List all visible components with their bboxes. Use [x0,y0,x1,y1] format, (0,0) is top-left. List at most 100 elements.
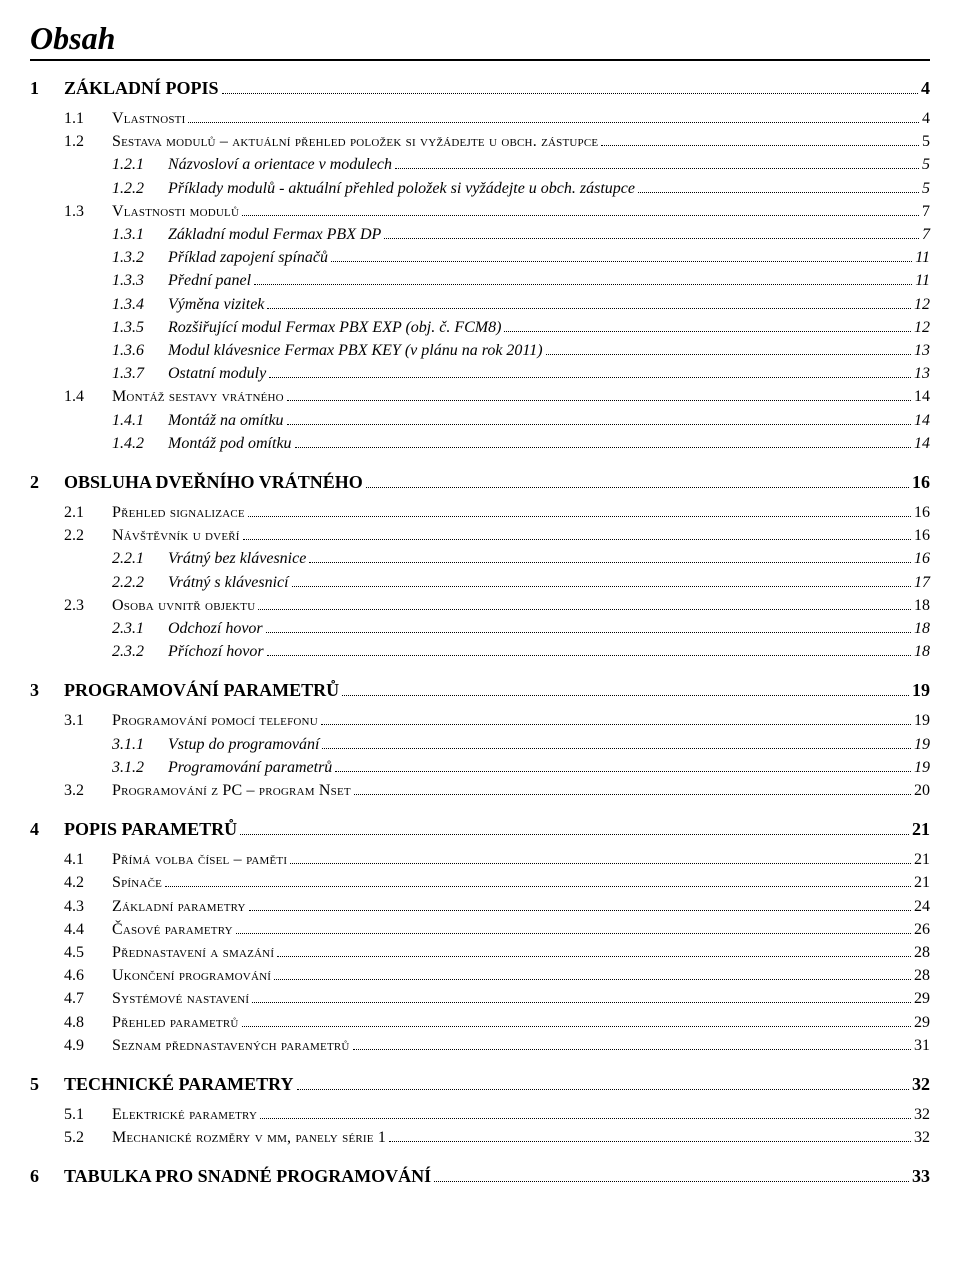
toc-entry-page: 5 [922,130,930,153]
toc-entry-label: Programování pomocí telefonu [112,709,318,732]
toc-entry-label: Spínače [112,871,162,894]
toc-entry-number: 1.2.2 [112,177,168,200]
toc-entry: 4.2Spínače 21 [30,871,930,894]
toc-entry-page: 11 [915,269,930,292]
toc-entry: 1ZÁKLADNÍ POPIS 4 [30,75,930,101]
toc-entry-page: 18 [914,617,930,640]
toc-entry-number: 4.7 [64,987,112,1010]
toc-entry-number: 3.1 [64,709,112,732]
toc-entry: 1.3.7Ostatní moduly 13 [30,362,930,385]
toc-entry-page: 32 [914,1126,930,1149]
toc-entry-label: PROGRAMOVÁNÍ PARAMETRŮ [64,677,339,703]
toc-entry-label: Programování z PC – program Nset [112,779,351,802]
toc-leader-dots [258,595,911,610]
toc-entry-number: 2.2.1 [112,547,168,570]
toc-entry: 1.2Sestava modulů – aktuální přehled pol… [30,130,930,153]
toc-entry-number: 1.3.3 [112,269,168,292]
toc-leader-dots [434,1166,909,1182]
toc-entry-number: 2.2 [64,524,112,547]
toc-leader-dots [389,1128,911,1143]
toc-entry-page: 14 [914,432,930,455]
toc-entry-page: 12 [914,316,930,339]
toc-entry: 4.5Přednastavení a smazání 28 [30,941,930,964]
toc-entry-page: 26 [914,918,930,941]
toc-entry: 3.1.1Vstup do programování 19 [30,733,930,756]
toc-leader-dots [188,109,919,124]
toc-leader-dots [242,1012,911,1027]
toc-entry-number: 1.4.1 [112,409,168,432]
toc-entry-label: TECHNICKÉ PARAMETRY [64,1071,294,1097]
toc-entry-page: 4 [922,107,930,130]
toc-entry-page: 19 [914,756,930,779]
toc-entry: 1.3.6Modul klávesnice Fermax PBX KEY (v … [30,339,930,362]
toc-leader-dots [353,1035,911,1050]
toc-entry: 1.2.1Názvosloví a orientace v modulech 5 [30,153,930,176]
toc-entry-number: 1.1 [64,107,112,130]
toc-entry-label: Ostatní moduly [168,362,266,385]
toc-entry-label: Přednastavení a smazání [112,941,274,964]
toc-entry-page: 16 [914,524,930,547]
toc-entry: 4.8Přehled parametrů 29 [30,1011,930,1034]
toc-entry-label: Vrátný bez klávesnice [168,547,306,570]
toc-entry-number: 3 [30,677,64,703]
toc-entry-number: 1.3 [64,200,112,223]
toc-entry-page: 19 [914,733,930,756]
toc-entry-label: Systémové nastavení [112,987,249,1010]
toc-entry: 4POPIS PARAMETRŮ 21 [30,816,930,842]
toc-entry-number: 4.1 [64,848,112,871]
toc-entry: 3PROGRAMOVÁNÍ PARAMETRŮ 19 [30,677,930,703]
toc-entry-number: 1.2.1 [112,153,168,176]
toc-entry-page: 19 [914,709,930,732]
toc-leader-dots [297,1074,909,1090]
toc-entry-label: Sestava modulů – aktuální přehled polože… [112,130,598,153]
toc-entry: 1.3.4Výměna vizitek 12 [30,293,930,316]
toc-leader-dots [260,1104,911,1119]
toc-leader-dots [266,618,911,633]
toc-leader-dots [290,850,911,865]
toc-leader-dots [321,711,911,726]
toc-leader-dots [287,387,911,402]
toc-entry-label: Přímá volba čísel – paměti [112,848,287,871]
toc-entry-number: 3.1.1 [112,733,168,756]
toc-entry: 3.1.2Programování parametrů 19 [30,756,930,779]
toc-entry-page: 16 [914,547,930,570]
toc-entry-page: 18 [914,594,930,617]
toc-entry-number: 4.9 [64,1034,112,1057]
toc-entry-label: Názvosloví a orientace v modulech [168,153,392,176]
toc-entry: 1.1Vlastnosti 4 [30,107,930,130]
toc-entry: 6TABULKA PRO SNADNÉ PROGRAMOVÁNÍ 33 [30,1163,930,1189]
toc-entry-page: 21 [914,871,930,894]
toc-entry-number: 4.5 [64,941,112,964]
toc-entry-page: 7 [922,223,930,246]
toc-entry-page: 13 [914,362,930,385]
toc-entry-page: 20 [914,779,930,802]
toc-entry-number: 1.3.5 [112,316,168,339]
toc-leader-dots [309,549,911,564]
toc-entry-page: 29 [914,1011,930,1034]
toc-entry-number: 2.3 [64,594,112,617]
toc-entry-page: 32 [912,1071,930,1097]
toc-entry-page: 18 [914,640,930,663]
toc-leader-dots [384,224,919,239]
toc-entry: 1.3.1Základní modul Fermax PBX DP 7 [30,223,930,246]
toc-leader-dots [269,364,911,379]
toc-entry-label: Ukončení programování [112,964,271,987]
toc-entry-label: Přední panel [168,269,251,292]
toc-entry-page: 13 [914,339,930,362]
toc-entry-label: POPIS PARAMETRŮ [64,816,237,842]
toc-entry-label: Montáž na omítku [168,409,284,432]
toc-entry: 3.1Programování pomocí telefonu 19 [30,709,930,732]
toc-entry-label: ZÁKLADNÍ POPIS [64,75,219,101]
toc-entry-number: 2.3.2 [112,640,168,663]
toc-entry: 4.9Seznam přednastavených parametrů 31 [30,1034,930,1057]
toc-entry-page: 31 [914,1034,930,1057]
toc-leader-dots [267,642,911,657]
toc-entry-page: 16 [914,501,930,524]
toc-entry: 1.4.1Montáž na omítku 14 [30,409,930,432]
toc-entry-page: 16 [912,469,930,495]
toc-entry-number: 2 [30,469,64,495]
toc-entry-page: 21 [912,816,930,842]
toc-leader-dots [601,132,919,147]
toc-entry-number: 2.1 [64,501,112,524]
toc-entry-page: 28 [914,964,930,987]
